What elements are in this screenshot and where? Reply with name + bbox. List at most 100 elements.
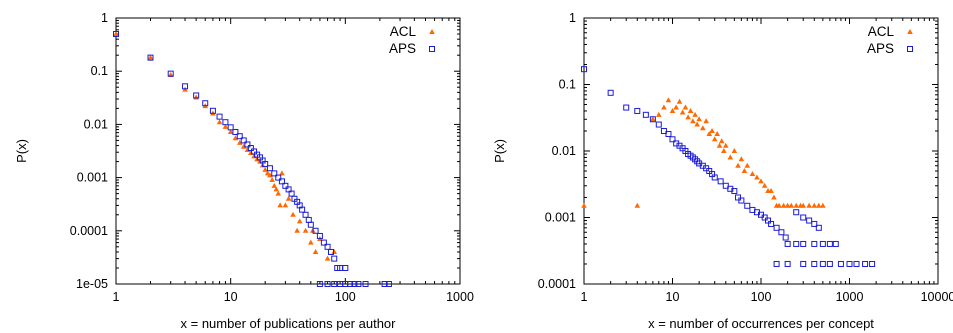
data-point-aps xyxy=(342,264,349,271)
data-point-aps xyxy=(147,54,154,61)
data-point-acl xyxy=(650,116,656,122)
data-point-acl xyxy=(279,170,285,176)
data-point-acl xyxy=(269,177,275,183)
data-point-acl xyxy=(581,202,587,208)
x-tick-label: 10000 xyxy=(921,290,953,304)
data-point-aps xyxy=(811,240,818,247)
data-point-aps xyxy=(634,107,641,114)
data-point-aps xyxy=(167,70,174,77)
series-acl xyxy=(581,97,826,208)
data-point-acl xyxy=(240,143,247,149)
legend-label-acl: ACL xyxy=(868,24,895,39)
data-point-aps xyxy=(347,281,354,287)
data-point-aps xyxy=(711,174,718,181)
data-point-aps xyxy=(320,239,327,246)
legend-marker-acl xyxy=(429,29,435,34)
data-point-aps xyxy=(669,136,676,143)
data-point-acl xyxy=(312,248,319,254)
data-point-aps xyxy=(784,260,791,267)
data-point-aps xyxy=(209,107,216,114)
legend-label-aps: APS xyxy=(867,41,894,56)
data-point-acl xyxy=(820,202,826,208)
data-point-aps xyxy=(744,202,751,209)
data-point-acl xyxy=(793,202,800,208)
data-point-acl xyxy=(285,195,292,201)
data-point-aps xyxy=(305,216,312,223)
data-point-aps xyxy=(271,170,278,177)
data-point-acl xyxy=(771,194,777,200)
data-point-aps xyxy=(811,260,818,267)
legend-marker-acl xyxy=(907,29,913,34)
data-point-aps xyxy=(826,240,833,247)
y-tick-label: 0.01 xyxy=(84,117,108,131)
data-point-aps xyxy=(362,281,369,287)
data-point-aps xyxy=(846,260,853,267)
x-tick-label: 1000 xyxy=(836,290,864,304)
data-point-acl xyxy=(661,104,667,110)
legend-marker-aps xyxy=(907,46,913,52)
data-point-acl xyxy=(741,168,748,174)
legend-marker-aps xyxy=(429,46,435,52)
legend-label-aps: APS xyxy=(389,41,416,56)
y-tick-label: 1 xyxy=(101,11,108,25)
data-point-aps xyxy=(282,182,289,189)
data-point-aps xyxy=(299,206,306,213)
data-point-acl xyxy=(721,148,727,153)
data-point-acl xyxy=(682,104,689,110)
data-point-aps xyxy=(800,260,807,267)
data-point-aps xyxy=(717,178,724,185)
data-point-aps xyxy=(262,161,269,168)
data-point-aps xyxy=(778,229,785,236)
data-point-aps xyxy=(773,260,780,267)
data-point-acl xyxy=(227,128,234,134)
data-point-aps xyxy=(240,137,247,144)
data-point-acl xyxy=(147,54,154,60)
data-point-acl xyxy=(711,136,718,142)
data-point-acl xyxy=(696,116,702,122)
data-point-acl xyxy=(714,131,721,137)
series-aps xyxy=(113,31,392,287)
data-point-aps xyxy=(266,165,273,172)
data-point-acl xyxy=(290,211,296,217)
data-point-acl xyxy=(324,255,331,261)
data-point-acl xyxy=(788,202,795,208)
data-point-acl xyxy=(776,202,782,208)
data-point-acl xyxy=(113,31,119,37)
data-point-aps xyxy=(815,224,822,231)
data-point-acl xyxy=(331,248,338,254)
data-point-aps xyxy=(113,31,119,38)
data-point-aps xyxy=(819,240,826,247)
data-point-acl xyxy=(816,202,822,208)
data-point-acl xyxy=(780,202,787,208)
data-point-aps xyxy=(623,104,630,111)
x-tick-label: 1 xyxy=(581,290,588,304)
data-point-acl xyxy=(685,114,691,120)
data-point-acl xyxy=(811,202,818,208)
data-point-acl xyxy=(700,125,706,131)
x-tick-label: 1 xyxy=(113,290,120,304)
y-tick-label: 0.0001 xyxy=(538,277,576,291)
data-point-acl xyxy=(282,202,289,208)
x-tick-label: 10 xyxy=(224,290,238,304)
data-point-acl xyxy=(193,94,199,100)
data-point-acl xyxy=(676,98,683,104)
y-axis-label: P(x) xyxy=(492,139,507,163)
data-point-aps xyxy=(193,92,200,99)
data-point-acl xyxy=(706,131,713,137)
y-axis-label: P(x) xyxy=(14,139,29,163)
data-point-aps xyxy=(222,119,229,126)
data-point-aps xyxy=(735,194,742,201)
y-tick-label: 0.01 xyxy=(552,144,576,158)
x-tick-label: 100 xyxy=(751,290,772,304)
data-point-aps xyxy=(832,240,839,247)
data-point-aps xyxy=(251,148,258,155)
data-point-acl xyxy=(709,127,715,133)
data-point-acl xyxy=(800,202,807,208)
data-point-aps xyxy=(202,100,209,107)
data-point-aps xyxy=(800,214,807,221)
data-point-acl xyxy=(749,171,756,177)
data-point-acl xyxy=(690,118,696,124)
data-point-aps xyxy=(800,240,807,247)
data-point-aps xyxy=(227,124,234,131)
